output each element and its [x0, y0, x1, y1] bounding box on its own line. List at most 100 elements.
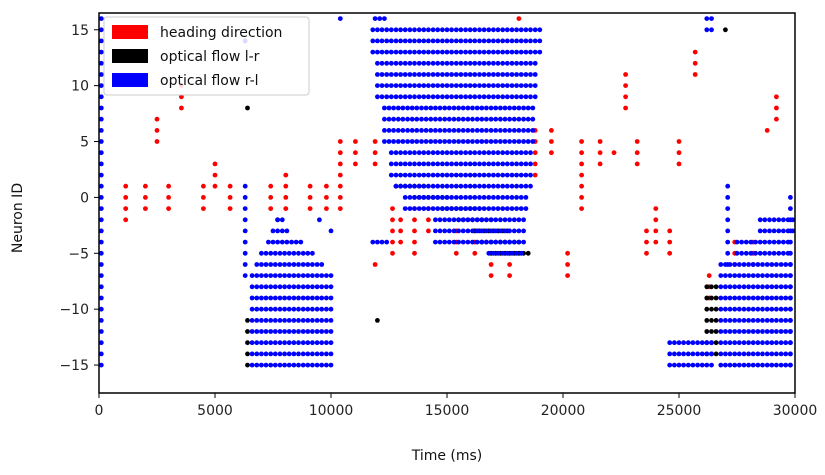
spike-point [463, 72, 468, 77]
spike-point [504, 250, 510, 256]
spike-point [98, 206, 104, 212]
spike-point [300, 340, 306, 346]
spike-point [249, 306, 255, 312]
spike-point [498, 105, 503, 111]
spike-point [532, 60, 538, 66]
spike-point [764, 329, 770, 334]
spike-point [386, 116, 392, 122]
spike-point [272, 318, 278, 323]
spike-point [690, 362, 696, 368]
spike-point [98, 306, 104, 312]
spike-point [319, 295, 325, 301]
spike-point [324, 306, 329, 312]
spike-point [695, 340, 700, 346]
spike-point [757, 228, 763, 234]
spike-point [402, 38, 408, 44]
spike-point [504, 195, 510, 200]
spike-point [319, 284, 325, 290]
spike-point [305, 329, 311, 334]
spike-point [393, 49, 399, 55]
spike-point [272, 329, 278, 334]
spike-point [314, 329, 320, 334]
spike-point [755, 262, 761, 267]
spike-point [277, 340, 283, 346]
spike-point [532, 38, 538, 44]
spike-point [504, 172, 510, 178]
spike-point [518, 150, 524, 156]
spike-point [774, 318, 779, 323]
spike-point [423, 139, 429, 144]
spike-point [470, 239, 475, 245]
spike-point [514, 150, 519, 156]
spike-point [449, 183, 454, 189]
spike-point [98, 127, 104, 133]
spike-point [463, 150, 468, 156]
spike-point [579, 150, 584, 156]
spike-point [451, 228, 457, 234]
spike-point [375, 60, 380, 66]
spike-point [453, 38, 459, 44]
spike-point [430, 72, 436, 77]
spike-point [442, 105, 448, 111]
spike-point [725, 239, 731, 245]
spike-point [227, 195, 233, 200]
spike-point [451, 127, 457, 133]
spike-point [507, 127, 512, 133]
spike-point [727, 362, 733, 368]
spike-point [509, 250, 515, 256]
spike-point [516, 16, 522, 21]
spike-point [532, 27, 538, 33]
spike-point [718, 351, 724, 357]
spike-point [398, 38, 403, 44]
spike-point [511, 127, 517, 133]
spike-point [764, 318, 770, 323]
spike-point [472, 38, 478, 44]
spike-point [419, 127, 424, 133]
spike-point [484, 217, 489, 223]
spike-point [421, 172, 427, 178]
spike-point [416, 150, 422, 156]
spike-point [277, 295, 283, 301]
spike-point [98, 38, 104, 44]
spike-point [769, 318, 775, 323]
spike-point [388, 27, 394, 33]
spike-point [748, 239, 754, 245]
spike-point [504, 72, 510, 77]
spike-point [254, 351, 260, 357]
spike-point [470, 116, 475, 122]
spike-point [305, 351, 311, 357]
spike-point [743, 250, 749, 256]
spike-point [444, 83, 450, 88]
spike-point [370, 38, 376, 44]
spike-point [324, 195, 329, 200]
spike-point [597, 150, 603, 156]
spike-point [488, 139, 494, 144]
spike-point [741, 351, 747, 357]
spike-point [504, 206, 510, 212]
spike-point [477, 83, 482, 88]
spike-point [481, 195, 487, 200]
spike-point [521, 217, 526, 223]
spike-point [504, 27, 510, 33]
spike-point [305, 340, 311, 346]
spike-point [453, 206, 459, 212]
spike-point [421, 195, 427, 200]
spike-point [442, 228, 448, 234]
spike-point [481, 206, 487, 212]
y-tick-label: 10 [71, 79, 89, 95]
spike-point [328, 318, 334, 323]
spike-point [437, 105, 443, 111]
spike-point [375, 38, 380, 44]
spike-point [732, 329, 738, 334]
spike-point [488, 116, 494, 122]
spike-point [435, 60, 441, 66]
spike-point [414, 139, 420, 144]
spike-point [291, 318, 297, 323]
spike-point [530, 139, 536, 144]
spike-point [732, 362, 738, 368]
spike-point [477, 27, 482, 33]
spike-point [407, 72, 413, 77]
spike-point [736, 318, 742, 323]
spike-point [382, 16, 387, 21]
spike-point [272, 295, 278, 301]
